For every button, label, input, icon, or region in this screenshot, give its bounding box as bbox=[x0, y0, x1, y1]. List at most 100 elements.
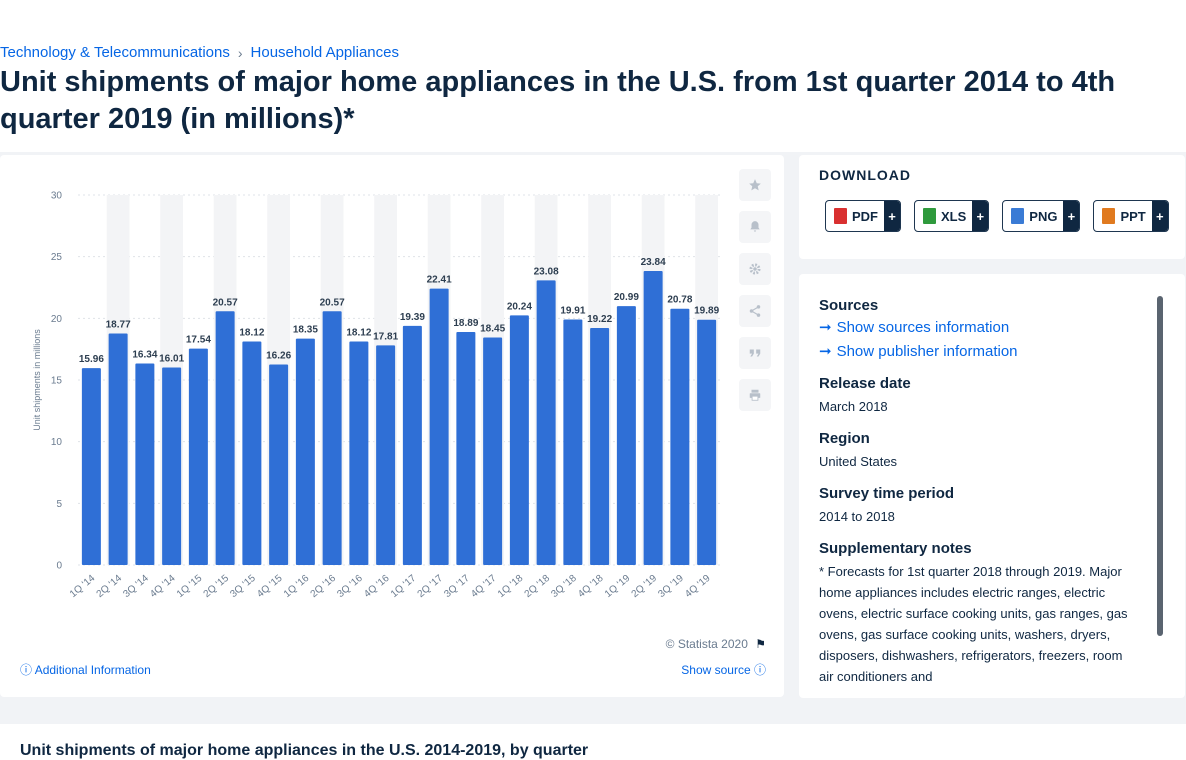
bar bbox=[323, 311, 342, 565]
bar bbox=[269, 364, 288, 565]
x-tick-label: 4Q '15 bbox=[255, 573, 285, 600]
x-tick-label: 3Q '17 bbox=[442, 573, 472, 600]
arrow-right-icon: ➞ bbox=[819, 340, 832, 364]
show-source-link[interactable]: Show source ⓘ bbox=[681, 661, 766, 678]
data-label: 19.89 bbox=[694, 306, 719, 317]
details-scrollbar[interactable] bbox=[1157, 296, 1163, 636]
cite-button[interactable] bbox=[739, 337, 771, 369]
bar bbox=[135, 363, 154, 565]
x-tick-label: 1Q '14 bbox=[68, 573, 98, 600]
ppt-plus-button[interactable]: + bbox=[1152, 201, 1168, 231]
data-label: 23.84 bbox=[641, 257, 666, 268]
data-label: 18.35 bbox=[293, 325, 318, 336]
sources-heading: Sources bbox=[819, 296, 1137, 316]
show-sources-label: Show sources information bbox=[837, 316, 1010, 340]
data-label: 19.91 bbox=[560, 305, 585, 316]
breadcrumb-item-technology[interactable]: Technology & Telecommunications bbox=[0, 44, 230, 61]
info-icon: ⓘ bbox=[754, 663, 766, 677]
pdf-plus-button[interactable]: + bbox=[884, 201, 900, 231]
bar bbox=[697, 320, 716, 565]
data-label: 20.24 bbox=[507, 301, 532, 312]
download-ppt-button[interactable]: PPT + bbox=[1093, 200, 1168, 232]
show-publisher-link[interactable]: ➞ Show publisher information bbox=[819, 340, 1137, 364]
download-title: DOWNLOAD bbox=[819, 167, 911, 183]
y-tick-label: 15 bbox=[51, 376, 63, 387]
x-tick-label: 2Q '17 bbox=[416, 573, 446, 600]
bar bbox=[109, 334, 128, 565]
bar bbox=[617, 306, 636, 565]
bar bbox=[242, 342, 261, 565]
bar-chart: 15.9618.7716.34 16.0117.5420.5718.1216.26… bbox=[0, 155, 784, 625]
region-value: United States bbox=[819, 451, 1137, 472]
copyright-notice: © Statista 2020 ⚑ bbox=[666, 637, 766, 651]
region-heading: Region bbox=[819, 429, 1137, 449]
show-sources-link[interactable]: ➞ Show sources information bbox=[819, 316, 1137, 340]
chart-card: 15.96 18.77 16.34 16.01 17.54 20.57 18.12 16.26… bbox=[0, 155, 784, 697]
data-label: 19.39 bbox=[400, 312, 425, 323]
breadcrumb: Technology & Telecommunications › Househ… bbox=[0, 44, 399, 61]
bar bbox=[376, 345, 395, 565]
download-xls-button[interactable]: XLS + bbox=[914, 200, 989, 232]
bar bbox=[189, 349, 208, 565]
favorite-button[interactable] bbox=[739, 169, 771, 201]
supplementary-notes-text: * Forecasts for 1st quarter 2018 through… bbox=[819, 561, 1137, 687]
xls-label: XLS bbox=[941, 209, 966, 224]
x-tick-label: 1Q '19 bbox=[603, 573, 633, 600]
data-label: 16.01 bbox=[159, 354, 184, 365]
gear-icon bbox=[748, 262, 762, 276]
bell-icon bbox=[748, 220, 762, 234]
print-button[interactable] bbox=[739, 379, 771, 411]
share-button[interactable] bbox=[739, 295, 771, 327]
x-tick-label: 4Q '16 bbox=[362, 573, 392, 600]
png-plus-button[interactable]: + bbox=[1063, 201, 1079, 231]
data-label: 18.12 bbox=[239, 328, 264, 339]
bar bbox=[563, 319, 582, 565]
y-tick-label: 0 bbox=[56, 561, 62, 572]
x-tick-label: 1Q '16 bbox=[282, 573, 312, 600]
ppt-file-icon bbox=[1102, 208, 1115, 224]
data-label: 15.96 bbox=[79, 354, 104, 365]
x-tick-label: 1Q '18 bbox=[496, 573, 526, 600]
bar bbox=[590, 328, 609, 565]
release-date-value: March 2018 bbox=[819, 396, 1137, 417]
show-source-label: Show source bbox=[681, 663, 750, 677]
xls-plus-button[interactable]: + bbox=[972, 201, 988, 231]
additional-info-label: Additional Information bbox=[35, 663, 151, 677]
download-png-button[interactable]: PNG + bbox=[1002, 200, 1080, 232]
download-card: DOWNLOAD PDF + XLS + PNG + PPT + bbox=[799, 155, 1185, 259]
download-buttons: PDF + XLS + PNG + PPT + bbox=[825, 200, 1169, 232]
top-bar bbox=[0, 0, 1186, 40]
data-label: 17.81 bbox=[373, 331, 398, 342]
x-tick-label: 4Q '17 bbox=[469, 573, 499, 600]
pdf-label: PDF bbox=[852, 209, 878, 224]
png-label: PNG bbox=[1029, 209, 1057, 224]
pdf-file-icon bbox=[834, 208, 847, 224]
additional-info-link[interactable]: ⓘ Additional Information bbox=[20, 661, 151, 678]
x-tick-label: 2Q '15 bbox=[202, 573, 232, 600]
x-tick-label: 2Q '19 bbox=[630, 573, 660, 600]
alert-button[interactable] bbox=[739, 211, 771, 243]
data-label: 16.34 bbox=[132, 349, 157, 360]
x-tick-label: 4Q '18 bbox=[576, 573, 606, 600]
data-label: 22.41 bbox=[427, 275, 452, 286]
x-tick-label: 2Q '18 bbox=[523, 573, 553, 600]
download-pdf-button[interactable]: PDF + bbox=[825, 200, 901, 232]
data-label: 17.54 bbox=[186, 335, 211, 346]
x-tick-label: 3Q '14 bbox=[121, 573, 151, 600]
flag-icon[interactable]: ⚑ bbox=[755, 637, 766, 651]
data-label: 16.26 bbox=[266, 350, 291, 361]
bar bbox=[403, 326, 422, 565]
bar bbox=[162, 368, 181, 565]
release-date-heading: Release date bbox=[819, 374, 1137, 394]
bar bbox=[644, 271, 663, 565]
data-label: 23.08 bbox=[534, 266, 559, 277]
bar bbox=[430, 289, 449, 565]
breadcrumb-item-household-appliances[interactable]: Household Appliances bbox=[251, 44, 399, 61]
x-tick-label: 3Q '19 bbox=[656, 573, 686, 600]
star-icon bbox=[748, 178, 762, 192]
settings-button[interactable] bbox=[739, 253, 771, 285]
bar bbox=[456, 332, 475, 565]
x-tick-label: 3Q '18 bbox=[549, 573, 579, 600]
survey-period-value: 2014 to 2018 bbox=[819, 506, 1137, 527]
x-tick-label: 1Q '15 bbox=[175, 573, 205, 600]
